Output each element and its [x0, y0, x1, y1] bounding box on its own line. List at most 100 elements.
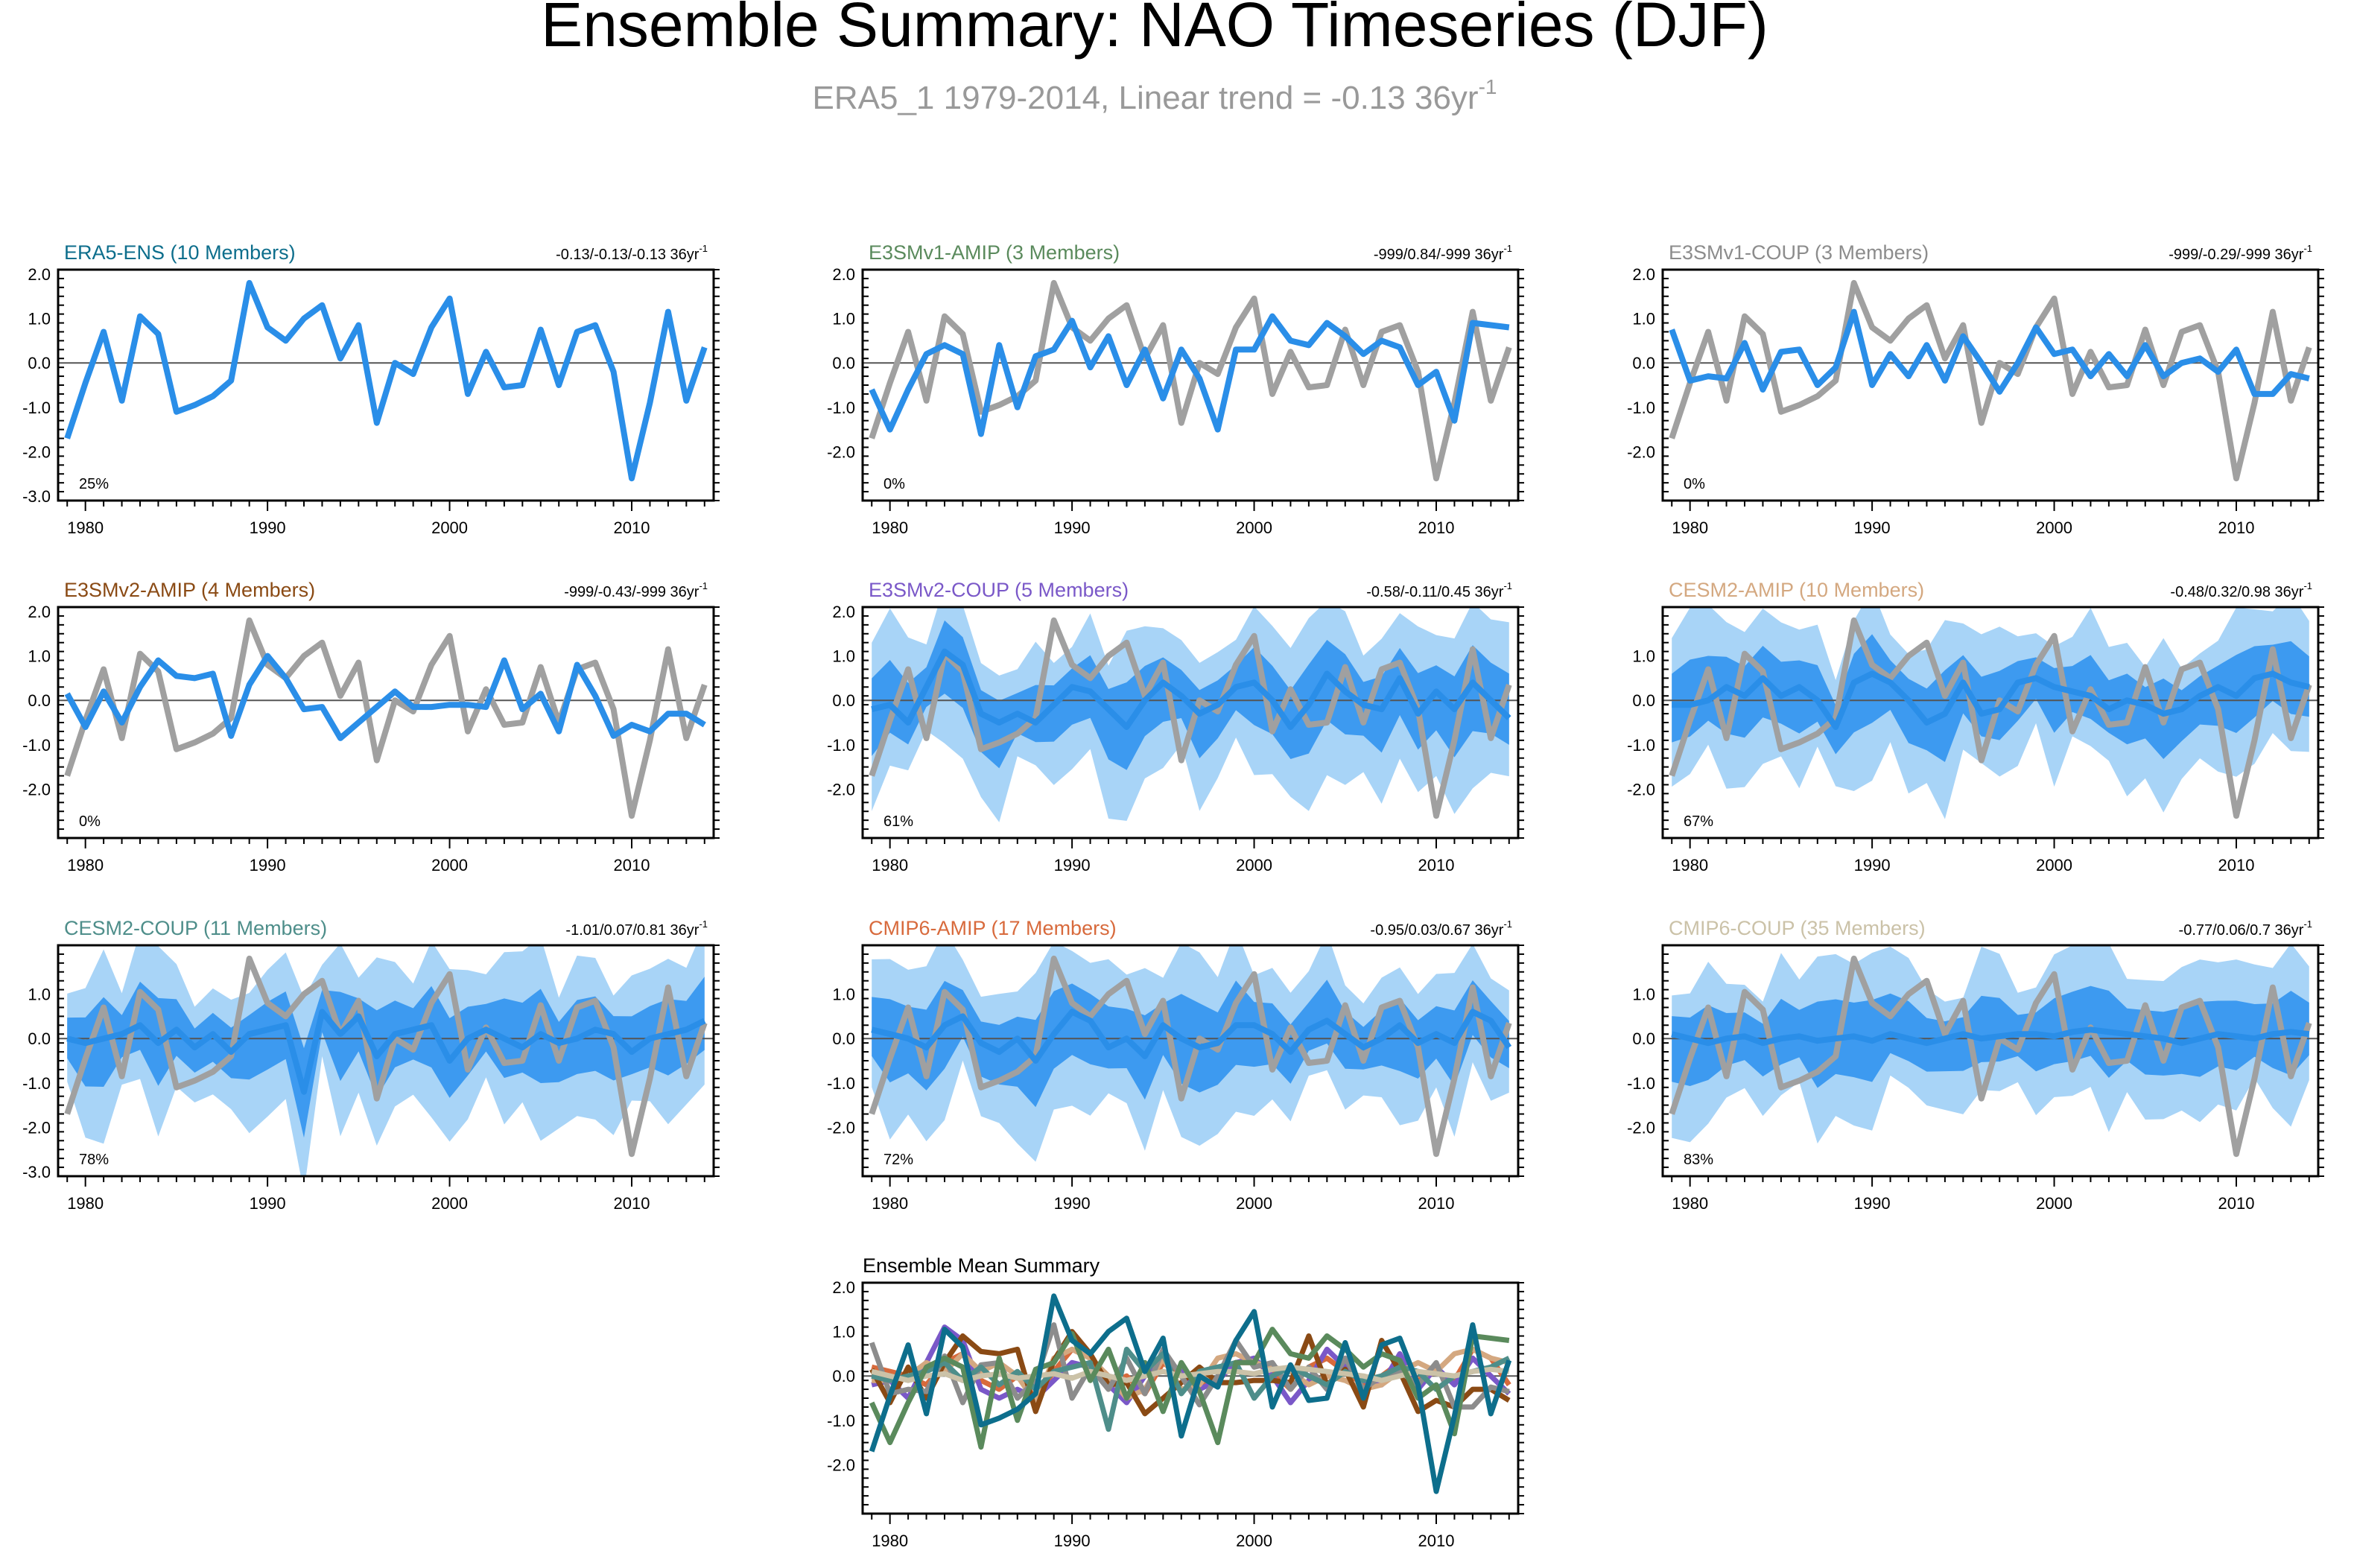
y-tick-label: 2.0: [28, 265, 51, 284]
y-tick-label: 0.0: [1632, 691, 1655, 710]
obs-line: [64, 955, 708, 1158]
percent-label: 72%: [883, 1152, 913, 1168]
summary-line: [869, 1293, 1512, 1494]
plot-area: [58, 617, 714, 819]
x-tick-label: 2000: [2036, 518, 2072, 537]
x-tick-label: 2000: [1236, 856, 1272, 875]
x-tick-label: 1980: [1672, 1194, 1708, 1213]
x-tick-label: 2010: [1418, 518, 1455, 537]
x-tick-label: 2000: [1236, 1532, 1272, 1550]
trend-sup: -1: [2303, 580, 2312, 591]
panel-title: CMIP6-COUP (35 Members): [1669, 917, 1926, 939]
obs-line: [869, 279, 1512, 482]
percent-label: 78%: [79, 1152, 109, 1168]
x-tick-label: 1990: [250, 518, 286, 537]
y-tick-label: 1.0: [832, 310, 855, 328]
obs-line: [64, 617, 708, 819]
x-tick-label: 1990: [1854, 856, 1891, 875]
obs-line: [869, 955, 1512, 1158]
ensemble-mean-line: [64, 653, 706, 741]
y-tick-label: -1.0: [827, 1074, 855, 1093]
ensemble-mean-line: [869, 313, 1510, 437]
percent-label: 67%: [1684, 813, 1713, 830]
y-tick-label: -2.0: [827, 780, 855, 799]
x-tick-label: 1980: [872, 518, 908, 537]
y-tick-label: -2.0: [1627, 442, 1655, 461]
panel-title: CMIP6-AMIP (17 Members): [869, 917, 1117, 939]
x-tick-label: 1980: [1672, 518, 1708, 537]
y-tick-label: -1.0: [827, 399, 855, 417]
trend-value: -0.48/0.32/0.98 36yr: [2170, 584, 2303, 600]
ensemble-mean-line: [66, 1009, 706, 1095]
y-tick-label: -1.0: [1627, 736, 1655, 755]
x-tick-label: 2010: [1418, 1532, 1455, 1550]
y-tick-label: 1.0: [832, 647, 855, 666]
y-tick-label: -1.0: [22, 1074, 51, 1093]
trend-value: -1.01/0.07/0.81 36yr: [565, 922, 699, 939]
trend-sup: -1: [699, 918, 708, 930]
obs-line: [1669, 279, 2312, 482]
panel-6: CESM2-AMIP (10 Members) -0.48/0.32/0.98 3…: [1627, 579, 2324, 875]
obs-line: [869, 617, 1512, 819]
y-tick-label: -2.0: [1627, 780, 1655, 799]
plot-area: [1663, 945, 2318, 1158]
panel-1: ERA5-ENS (10 Members) -0.13/-0.13/-0.13 3…: [22, 241, 720, 537]
y-tick-label: 1.0: [1632, 647, 1655, 666]
y-tick-label: -2.0: [827, 1118, 855, 1137]
x-tick-label: 1990: [1054, 1532, 1091, 1550]
y-tick-label: 0.0: [832, 691, 855, 710]
trend-sup: -1: [1503, 918, 1512, 930]
obs-line: [1669, 955, 2312, 1158]
figure-subtitle: ERA5_1 1979-2014, Linear trend = -0.13 3…: [813, 75, 1497, 116]
y-tick-label: -2.0: [22, 1118, 51, 1137]
subtitle-sup: -1: [1479, 75, 1497, 98]
plot-area: [58, 945, 714, 1176]
y-tick-label: 1.0: [28, 310, 51, 328]
ensemble-mean-line: [1669, 308, 2310, 397]
x-tick-label: 1980: [1672, 856, 1708, 875]
trend-sup: -1: [2303, 918, 2312, 930]
panel-trend: -999/-0.29/-999 36yr-1: [2169, 243, 2312, 263]
y-tick-label: -2.0: [827, 1456, 855, 1474]
trend-value: -999/-0.43/-999 36yr: [564, 584, 699, 600]
x-tick-label: 1990: [1054, 1194, 1091, 1213]
x-tick-label: 2010: [614, 856, 650, 875]
panel-10: Ensemble Mean Summary 2.0 1.0 0.0 -1.0 -2.0 19…: [827, 1254, 1524, 1550]
x-tick-label: 2000: [431, 518, 468, 537]
x-tick-label: 2000: [431, 1194, 468, 1213]
panel-title: ERA5-ENS (10 Members): [64, 241, 296, 264]
y-tick-label: -1.0: [827, 736, 855, 755]
y-tick-label: -2.0: [22, 442, 51, 461]
trend-value: -999/-0.29/-999 36yr: [2169, 247, 2304, 263]
y-tick-label: -1.0: [827, 1412, 855, 1430]
panel-title: Ensemble Mean Summary: [863, 1254, 1100, 1277]
percent-label: 0%: [1684, 476, 1705, 492]
plot-area: [863, 945, 1518, 1162]
y-tick-label: 0.0: [28, 691, 51, 710]
x-tick-label: 1980: [67, 856, 104, 875]
panel-7: CESM2-COUP (11 Members) -1.01/0.07/0.81 3…: [22, 917, 720, 1213]
panel-5: E3SMv2-COUP (5 Members) -0.58/-0.11/0.45 …: [827, 579, 1524, 875]
plot-area: [1663, 607, 2318, 819]
obs-line: [1669, 617, 2312, 819]
subtitle-main: ERA5_1 1979-2014, Linear trend = -0.13 3…: [813, 80, 1479, 116]
y-tick-label: -1.0: [22, 399, 51, 417]
panel-trend: -999/0.84/-999 36yr-1: [1374, 243, 1512, 263]
y-tick-label: 1.0: [1632, 310, 1655, 328]
y-tick-label: 1.0: [832, 985, 855, 1004]
panel-trend: -1.01/0.07/0.81 36yr-1: [565, 918, 708, 939]
panel-8: CMIP6-AMIP (17 Members) -0.95/0.03/0.67 3…: [827, 917, 1524, 1213]
y-tick-label: 0.0: [1632, 354, 1655, 372]
plot-area: [863, 607, 1518, 822]
y-tick-label: -2.0: [827, 442, 855, 461]
x-tick-label: 1990: [1054, 856, 1091, 875]
y-tick-label: 0.0: [832, 354, 855, 372]
panel-title: CESM2-AMIP (10 Members): [1669, 579, 1924, 601]
y-tick-label: 0.0: [832, 1029, 855, 1048]
percent-label: 61%: [883, 813, 913, 830]
y-tick-label: 1.0: [832, 1323, 855, 1342]
y-tick-label: -1.0: [1627, 1074, 1655, 1093]
panel-2: E3SMv1-AMIP (3 Members) -999/0.84/-999 36…: [827, 241, 1524, 537]
x-tick-label: 2000: [2036, 1194, 2072, 1213]
panel-trend: -999/-0.43/-999 36yr-1: [564, 580, 708, 600]
